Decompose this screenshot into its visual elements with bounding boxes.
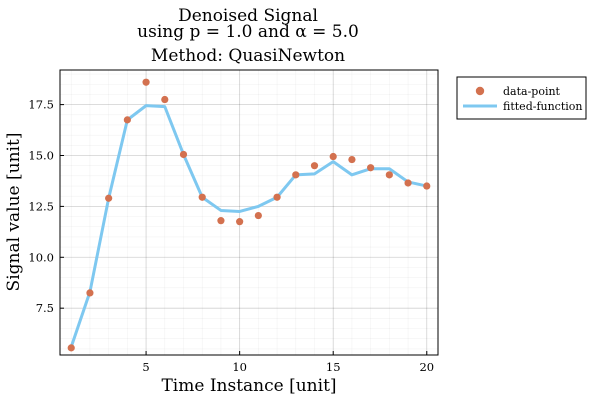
x-tick-label: 10: [232, 360, 247, 374]
data-point-marker: [292, 171, 300, 179]
minor-grid: [60, 70, 438, 355]
chart-title-line-2: using p = 1.0 and α = 5.0: [137, 22, 359, 42]
y-tick-label: 10.0: [28, 250, 54, 264]
y-tick-label: 12.5: [28, 199, 54, 213]
data-point-marker: [423, 182, 431, 190]
data-point-marker: [161, 95, 169, 104]
x-axis-ticks: 5 10 15 20: [142, 351, 434, 374]
plot-area-frame: [59, 69, 439, 356]
legend: data-point fitted-function: [456, 76, 587, 120]
y-axis-ticks: 7.5 10.0 12.5 15.0 17.5: [28, 98, 64, 315]
data-point-marker: [123, 116, 131, 124]
chart-title-line-1: Denoised Signal: [178, 6, 318, 26]
fitted-function-line: [69, 104, 428, 348]
legend-label-data-point: data-point: [503, 85, 561, 98]
y-tick-label: 17.5: [28, 98, 54, 112]
data-point-marker: [367, 164, 375, 172]
y-tick-label: 15.0: [28, 149, 54, 163]
legend-box: [456, 76, 587, 120]
y-axis-label: Signal value [unit]: [4, 133, 24, 292]
major-grid: [60, 70, 438, 355]
data-point-marker: [142, 78, 150, 86]
data-point-marker: [254, 211, 262, 220]
chart-title-line-3: Method: QuasiNewton: [151, 46, 345, 66]
data-point-marker: [217, 217, 225, 225]
series-points: [67, 78, 431, 352]
data-point-marker: [273, 193, 281, 201]
data-point-marker: [105, 194, 113, 202]
data-point-marker: [236, 218, 244, 226]
data-point-marker: [179, 150, 188, 159]
legend-label-fitted-function: fitted-function: [503, 100, 583, 113]
data-point-marker: [348, 155, 356, 164]
x-axis-label: Time Instance [unit]: [161, 376, 336, 396]
data-point-marker: [67, 344, 75, 352]
data-point-marker: [329, 152, 337, 161]
data-point-marker: [198, 193, 206, 201]
x-tick-label: 5: [142, 360, 149, 374]
data-point-marker: [385, 171, 393, 179]
data-point-marker: [86, 289, 94, 297]
x-tick-label: 20: [419, 360, 434, 374]
y-tick-label: 7.5: [36, 301, 54, 315]
series-lines: [69, 104, 428, 348]
data-point-marker: [310, 162, 319, 170]
x-tick-label: 15: [326, 360, 341, 374]
legend-marker-data-point: [475, 86, 485, 96]
data-point-marker: [404, 179, 412, 187]
